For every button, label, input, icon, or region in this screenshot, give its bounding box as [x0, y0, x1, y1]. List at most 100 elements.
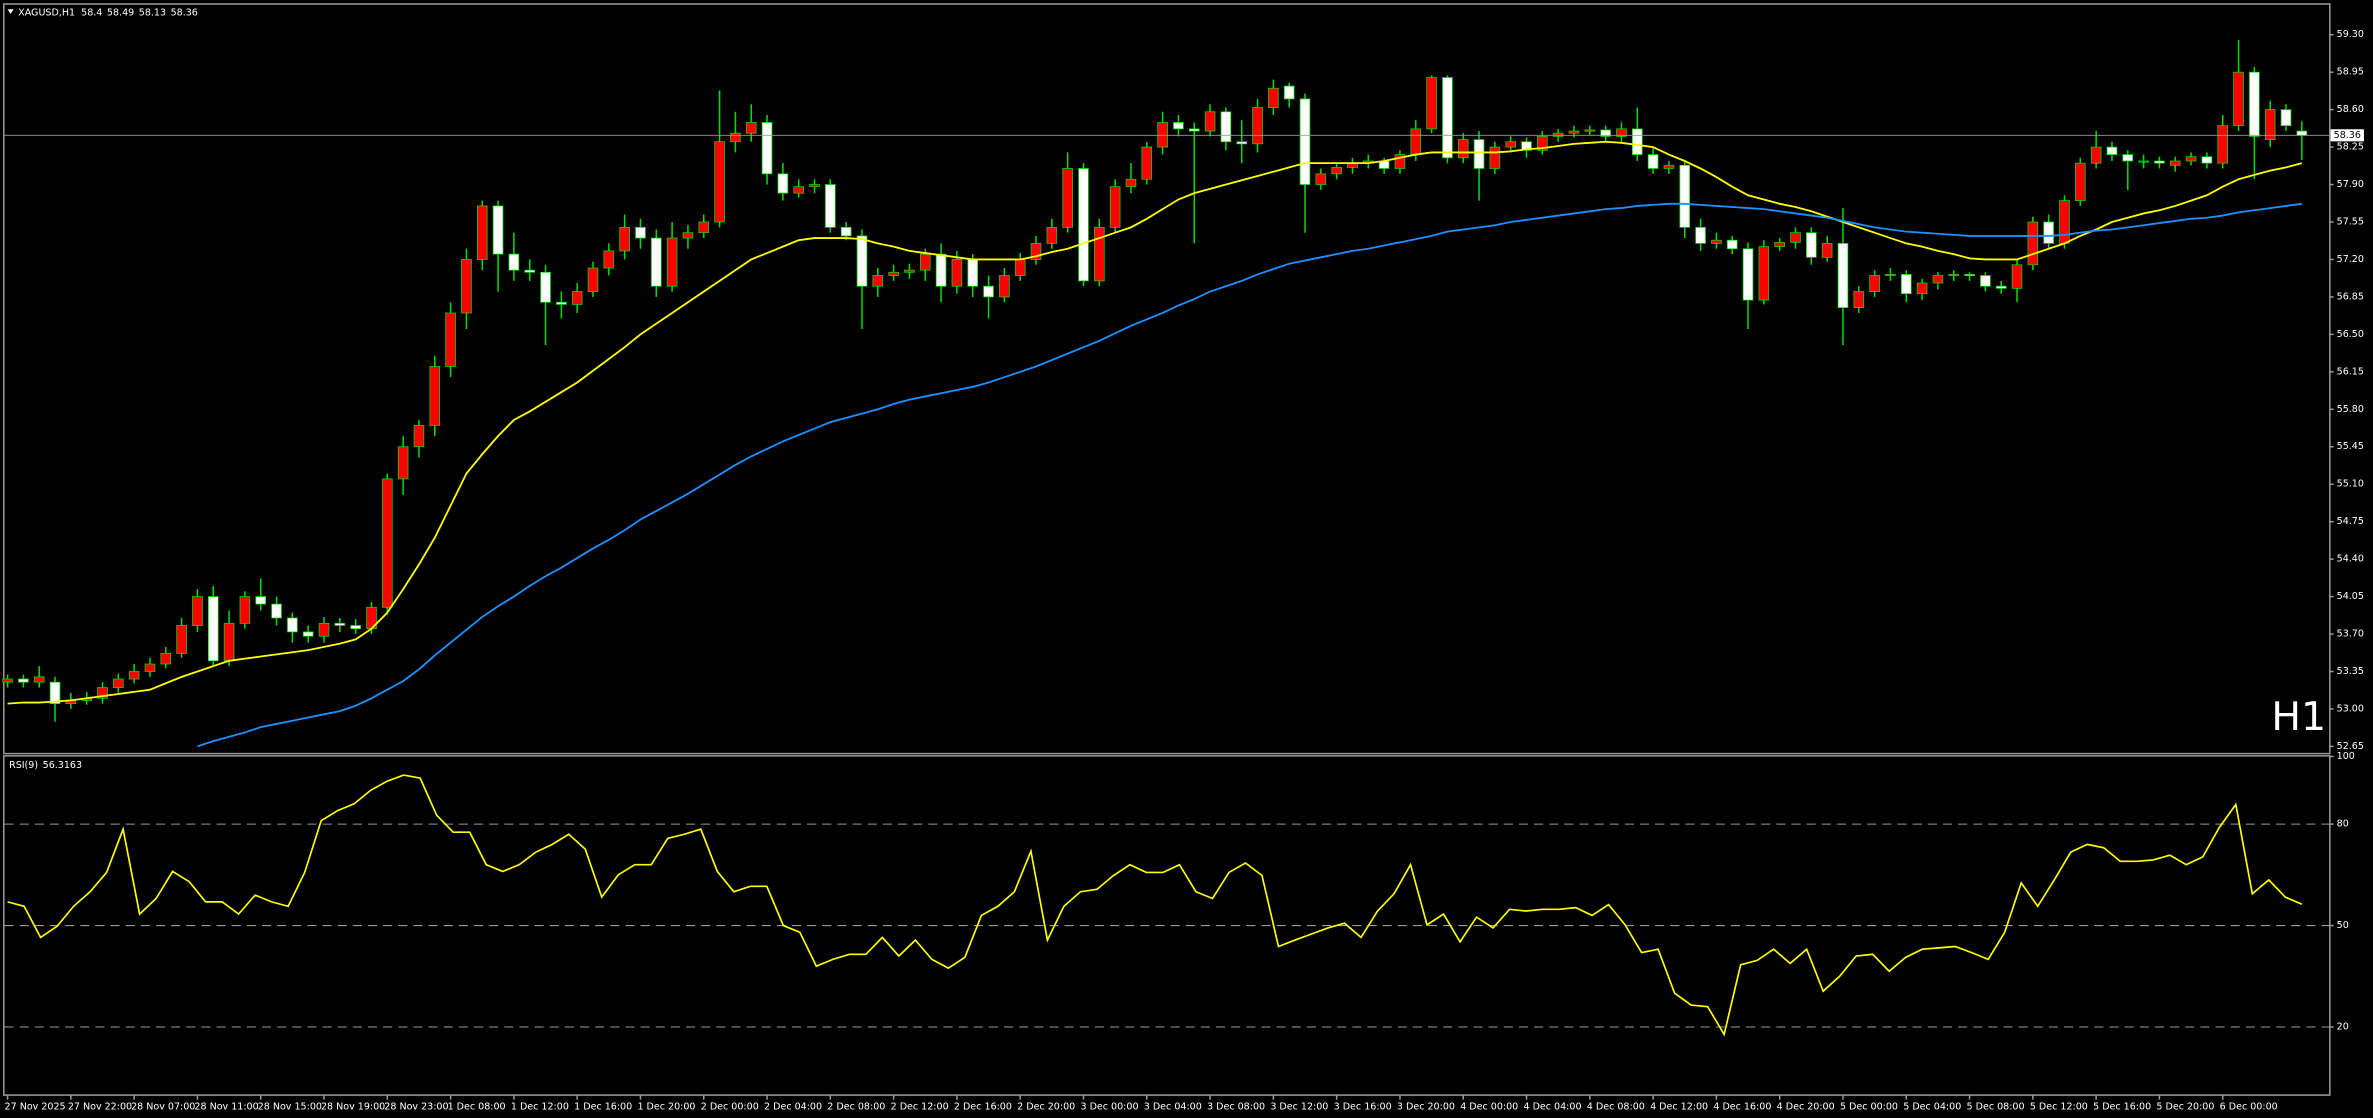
candle-body	[603, 250, 615, 269]
x-tick-label: 3 Dec 00:00	[1080, 1102, 1138, 1113]
y-tick-label: 53.35	[2337, 666, 2364, 677]
last-close: 58.36	[171, 7, 198, 18]
candle-body	[745, 122, 757, 134]
candle-body	[302, 631, 314, 637]
candle-body	[2249, 71, 2260, 137]
candle-body	[1157, 122, 1168, 148]
candle-body	[49, 681, 61, 704]
x-tick-label: 3 Dec 20:00	[1397, 1102, 1455, 1113]
candle-body	[461, 259, 472, 314]
y-tick-label: 80	[2337, 819, 2349, 830]
candle-body	[97, 687, 108, 699]
candle-body	[1489, 146, 1501, 169]
candle-body	[651, 237, 662, 287]
y-tick-label: 54.05	[2337, 591, 2364, 602]
candle-body	[239, 596, 251, 624]
x-tick-label: 27 Nov 2025	[5, 1102, 66, 1113]
candle-body	[1647, 154, 1659, 169]
y-tick-label: 57.90	[2337, 179, 2364, 190]
x-tick-label: 5 Dec 16:00	[2093, 1102, 2151, 1113]
candle-body	[1821, 243, 1833, 258]
candle-body	[492, 205, 504, 255]
last-price-box	[2330, 129, 2364, 142]
moving-average-line	[7, 140, 2303, 705]
candle-body	[1252, 107, 1263, 145]
candle-body	[382, 478, 393, 608]
candle-body	[1521, 141, 1532, 151]
candle-body	[429, 366, 441, 426]
candle-body	[983, 285, 994, 298]
x-tick-label: 28 Nov 19:00	[321, 1102, 385, 1113]
x-tick-label: 5 Dec 08:00	[1967, 1102, 2025, 1113]
candle-body	[2122, 154, 2134, 162]
candle-body	[2027, 221, 2039, 266]
candle-body	[619, 226, 630, 252]
y-tick-label: 54.40	[2337, 554, 2364, 565]
candle-body	[1236, 141, 1248, 145]
candle-body	[1711, 239, 1722, 244]
x-tick-label: 4 Dec 20:00	[1777, 1102, 1835, 1113]
candle-body	[1062, 168, 1073, 228]
price-panel-frame	[3, 3, 2331, 755]
candle-body	[508, 253, 520, 271]
candle-body	[840, 226, 852, 237]
candle-body	[730, 132, 741, 143]
candle-body	[176, 625, 187, 654]
candle-body	[1964, 274, 1975, 277]
candle-body	[1616, 128, 1627, 137]
last-high: 58.49	[107, 7, 134, 18]
candle-body	[1853, 291, 1865, 308]
x-tick-label: 3 Dec 16:00	[1334, 1102, 1392, 1113]
candle-body	[714, 141, 725, 223]
candle-body	[318, 622, 330, 637]
x-tick-label: 4 Dec 04:00	[1523, 1102, 1581, 1113]
candle-body	[935, 253, 947, 287]
candle-body	[1790, 232, 1801, 243]
chart-header: XAGUSD,H1 58.4 58.49 58.13 58.36	[18, 7, 198, 18]
x-tick-label: 5 Dec 00:00	[1840, 1102, 1898, 1113]
y-tick-label: 58.60	[2337, 104, 2364, 115]
candle-body	[1806, 232, 1817, 258]
candle-body	[698, 221, 710, 234]
x-tick-label: 28 Nov 11:00	[194, 1102, 258, 1113]
candle-body	[524, 269, 535, 273]
x-tick-label: 5 Dec 20:00	[2156, 1102, 2214, 1113]
candle-body	[18, 678, 29, 683]
candle-body	[872, 275, 884, 287]
candle-body	[999, 275, 1010, 298]
candle-body	[1837, 243, 1849, 308]
candle-body	[1109, 186, 1121, 228]
y-tick-label: 56.85	[2337, 291, 2364, 302]
candle-body	[2169, 160, 2181, 166]
candle-body	[1948, 274, 1960, 277]
candle-body	[2201, 156, 2213, 164]
y-tick-label: 56.50	[2337, 329, 2364, 340]
candle-body	[635, 226, 646, 239]
x-tick-label: 3 Dec 12:00	[1270, 1102, 1328, 1113]
candle-body	[1394, 154, 1406, 169]
x-tick-label: 1 Dec 12:00	[511, 1102, 569, 1113]
candle-body	[1046, 226, 1058, 244]
candle-body	[2217, 125, 2228, 164]
period-label: H1	[2271, 694, 2326, 740]
y-tick-label: 55.45	[2337, 441, 2364, 452]
candle-body	[1204, 111, 1216, 132]
candle-body	[1885, 274, 1896, 277]
y-tick-label: 50	[2337, 920, 2349, 931]
x-tick-label: 4 Dec 08:00	[1587, 1102, 1645, 1113]
rsi-line	[7, 774, 2303, 1037]
candle-body	[1552, 132, 1564, 137]
candle-body	[1695, 226, 1706, 244]
candle-body	[2264, 109, 2276, 140]
y-tick-label: 57.20	[2337, 254, 2364, 265]
x-tick-label: 3 Dec 04:00	[1144, 1102, 1202, 1113]
last-low: 58.13	[139, 7, 166, 18]
candle-body	[540, 271, 551, 303]
x-tick-label: 5 Dec 12:00	[2030, 1102, 2088, 1113]
x-tick-label: 2 Dec 12:00	[891, 1102, 949, 1113]
candle-body	[223, 622, 235, 662]
candle-body	[2043, 221, 2054, 244]
candle-body	[1283, 85, 1295, 100]
